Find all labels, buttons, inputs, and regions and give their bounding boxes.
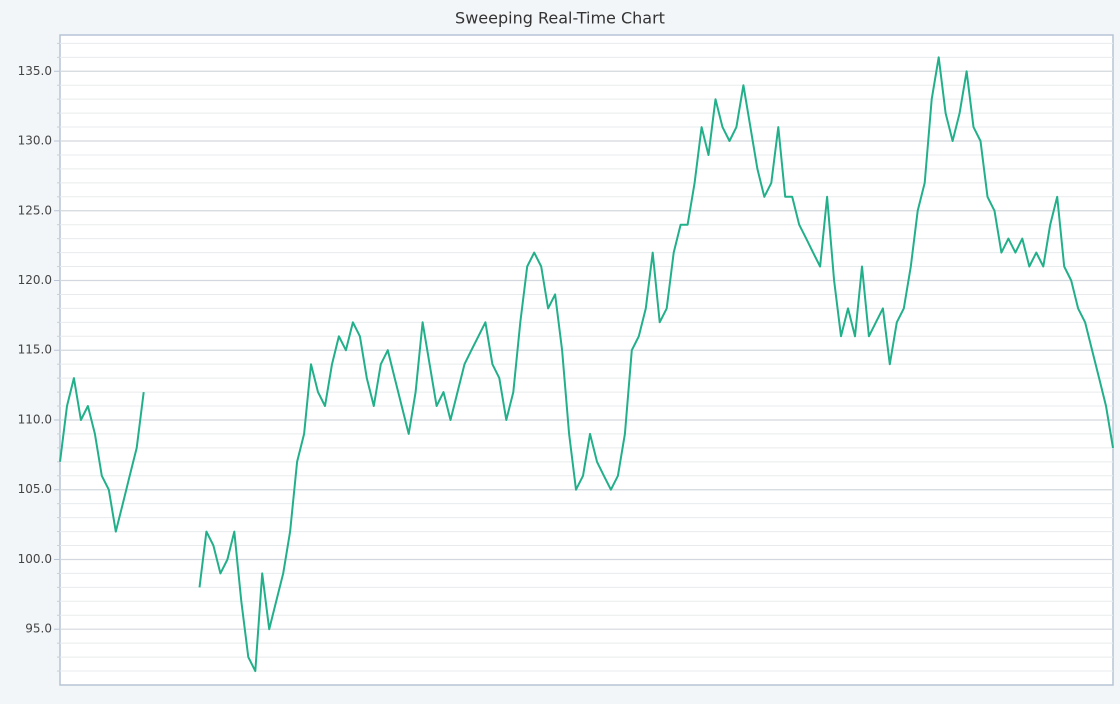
y-tick-label: 125.0 xyxy=(18,203,52,217)
y-tick-label: 95.0 xyxy=(25,622,52,636)
y-tick-label: 105.0 xyxy=(18,482,52,496)
y-tick-label: 115.0 xyxy=(18,343,52,357)
y-tick-label: 100.0 xyxy=(18,552,52,566)
plot xyxy=(59,56,1114,673)
plot-area xyxy=(59,34,1114,686)
chart-title: Sweeping Real-Time Chart xyxy=(455,9,665,28)
y-tick-label: 135.0 xyxy=(18,64,52,78)
y-tick-label: 130.0 xyxy=(18,134,52,148)
data-line xyxy=(59,56,1114,673)
grid: 95.0 100.0 105.0 110.0 115.0 120.0 125.0 130.0 1… xyxy=(18,42,1113,672)
y-tick-label: 120.0 xyxy=(18,273,52,287)
y-tick-label: 110.0 xyxy=(18,412,52,426)
